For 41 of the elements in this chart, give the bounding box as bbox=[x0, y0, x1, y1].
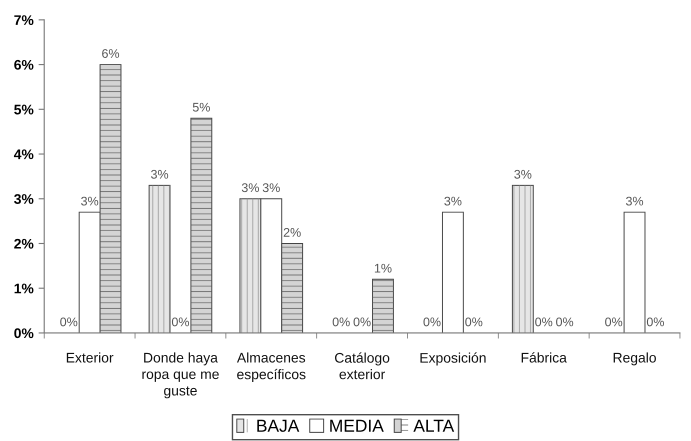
y-tick-label: 3% bbox=[14, 194, 34, 204]
data-label: 3% bbox=[81, 196, 98, 206]
y-tick-label: 6% bbox=[14, 60, 34, 70]
x-tick-label: Exposición bbox=[420, 352, 486, 366]
x-tick-label: Fábrica bbox=[522, 352, 567, 363]
x-tick-label: Catálogo exterior bbox=[334, 352, 390, 380]
data-label: 0% bbox=[332, 317, 350, 326]
data-label: 0% bbox=[556, 317, 574, 326]
data-label: 0% bbox=[354, 317, 371, 326]
legend-label: BAJA bbox=[257, 420, 300, 432]
bar bbox=[442, 212, 464, 333]
y-tick-label: 1% bbox=[14, 284, 34, 294]
y-tick-label: 2% bbox=[14, 238, 34, 249]
x-tick-label: Regalo bbox=[614, 352, 656, 366]
data-label: 5% bbox=[192, 102, 210, 112]
data-label: 3% bbox=[242, 183, 259, 192]
data-label: 0% bbox=[60, 317, 78, 326]
x-tick-label: Donde haya ropa que me guste bbox=[142, 352, 219, 398]
x-tick-label: Almacenes específicos bbox=[236, 352, 306, 382]
data-label: 0% bbox=[465, 317, 482, 326]
data-label: 0% bbox=[172, 317, 190, 326]
data-label: 3% bbox=[444, 196, 462, 206]
data-label: 3% bbox=[262, 183, 280, 192]
x-tick-label: Exterior bbox=[66, 352, 114, 363]
data-label: 0% bbox=[423, 317, 441, 326]
legend-label: ALTA bbox=[413, 420, 454, 432]
data-label: 1% bbox=[374, 264, 392, 273]
data-label: 3% bbox=[514, 170, 532, 179]
legend-label: MEDIA bbox=[330, 420, 384, 432]
y-tick-label: 5% bbox=[14, 104, 34, 114]
y-tick-label: 0% bbox=[14, 328, 34, 338]
data-label: 0% bbox=[605, 317, 622, 326]
y-tick-label: 7% bbox=[14, 15, 34, 25]
data-label: 2% bbox=[284, 228, 301, 237]
data-label: 6% bbox=[102, 49, 120, 58]
data-label: 0% bbox=[646, 317, 664, 326]
data-label: 0% bbox=[535, 317, 552, 326]
bar bbox=[624, 212, 646, 333]
y-tick-label: 4% bbox=[14, 149, 34, 160]
data-label: 3% bbox=[626, 196, 644, 206]
data-label: 3% bbox=[151, 170, 168, 179]
